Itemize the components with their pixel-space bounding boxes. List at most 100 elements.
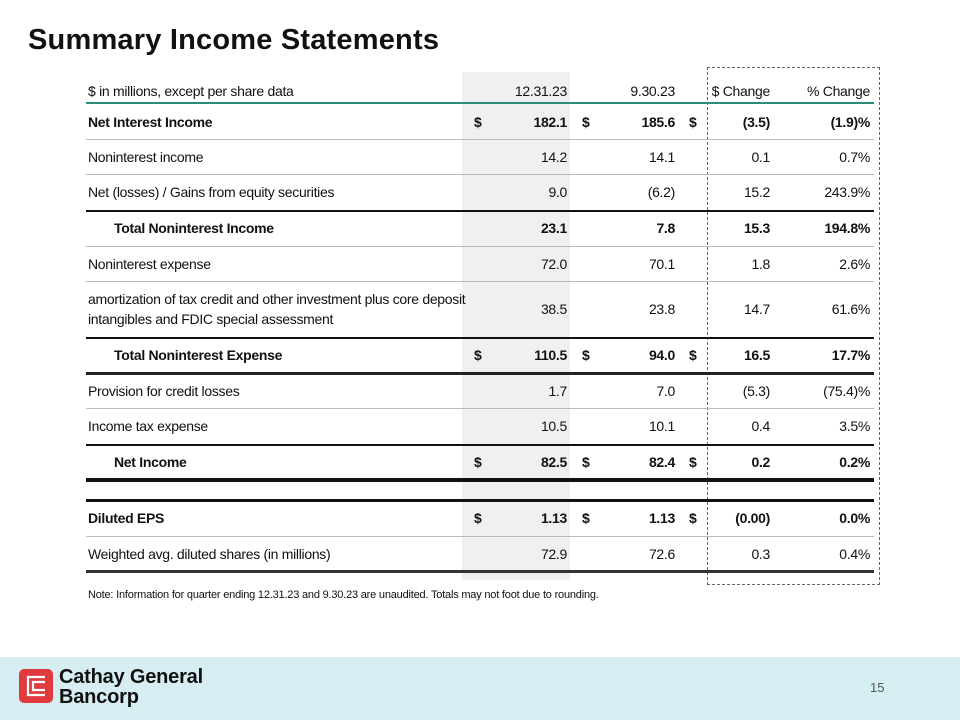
table-row: Noninterest expense 72.0 70.1 1.8 2.6% [86, 246, 874, 281]
value-percent-change: (75.4)% [823, 382, 870, 399]
value-percent-change: 61.6% [831, 301, 871, 317]
value-9-30-23: 94.0 [648, 347, 675, 363]
value-dollar-change: (0.00) [735, 510, 770, 526]
value-dollar-change: 0.4 [751, 418, 770, 434]
brand-name: Cathay General Bancorp [59, 667, 203, 707]
table-row: Weighted avg. diluted shares (in million… [86, 536, 874, 571]
value-12-31-23: 14.2 [540, 148, 567, 165]
value-9-30-23: 7.8 [656, 220, 675, 236]
footnote: Note: Information for quarter ending 12.… [88, 589, 599, 601]
page-title: Summary Income Statements [28, 24, 440, 56]
header-col-12-31-23: 12.31.23 [514, 82, 567, 99]
row-divider [86, 281, 874, 282]
value-9-30-23: 7.0 [656, 382, 675, 399]
value-9-30-23: 70.1 [648, 255, 675, 272]
currency-symbol: $ [689, 113, 697, 130]
row-label: Total Noninterest Expense [114, 347, 283, 363]
footer-bar [0, 657, 960, 720]
row-divider [86, 246, 874, 247]
row-divider [86, 536, 874, 537]
row-label: Noninterest income [88, 148, 204, 165]
row-label: Net Income [114, 453, 187, 470]
row-label: Total Noninterest Income [114, 220, 274, 236]
table-row: Net (losses) / Gains from equity securit… [86, 174, 874, 210]
row-divider [86, 139, 874, 140]
cathay-logo-icon [19, 669, 53, 703]
row-label: Diluted EPS [88, 510, 165, 526]
value-12-31-23: 23.1 [540, 220, 567, 236]
table-row: Diluted EPS 1.13 1.13 (0.00) 0.0% $ $ $ [86, 500, 874, 536]
table-header: $ in millions, except per share data 12.… [86, 78, 874, 103]
table-row: Total Noninterest Expense 110.5 94.0 16.5 17… [86, 337, 874, 373]
value-percent-change: 243.9% [824, 184, 870, 200]
table-row: amortization of tax credit and other inv… [86, 281, 874, 337]
value-9-30-23: 1.13 [648, 510, 675, 526]
value-dollar-change: 0.2 [751, 453, 770, 470]
value-9-30-23: 14.1 [648, 148, 675, 165]
table-row: Provision for credit losses 1.7 7.0 (5.3) (7… [86, 373, 874, 408]
value-9-30-23: (6.2) [647, 184, 676, 200]
value-12-31-23: 10.5 [540, 418, 567, 434]
value-12-31-23: 110.5 [534, 347, 567, 363]
row-divider [86, 337, 874, 339]
value-percent-change: (1.9)% [830, 113, 871, 130]
value-12-31-23: 9.0 [548, 184, 567, 200]
table-row: Net Interest Income 182.1 185.6 (3.5) (1.9)%… [86, 104, 874, 139]
current-quarter-column-shade [462, 72, 570, 580]
row-label: amortization of tax credit and other inv… [88, 291, 466, 327]
row-divider [86, 444, 874, 446]
header-col-dollar-change: $ Change [711, 82, 771, 99]
row-divider [86, 408, 874, 409]
row-label: Weighted avg. diluted shares (in million… [88, 545, 331, 562]
value-percent-change: 2.6% [839, 255, 870, 272]
value-12-31-23: 182.1 [533, 113, 567, 130]
value-9-30-23: 23.8 [648, 301, 675, 317]
brand-line-2: Bancorp [59, 686, 139, 708]
currency-symbol: $ [689, 453, 697, 470]
row-divider [86, 372, 874, 375]
value-dollar-change: 15.3 [743, 220, 770, 236]
row-divider [86, 210, 874, 212]
value-dollar-change: 0.1 [751, 148, 770, 165]
header-col-9-30-23: 9.30.23 [630, 82, 675, 99]
value-9-30-23: 10.1 [648, 418, 675, 434]
row-label: Income tax expense [88, 418, 208, 434]
table-row: Net Income 82.5 82.4 0.2 0.2% $ $ $ [86, 444, 874, 479]
currency-symbol: $ [582, 113, 590, 130]
row-divider [86, 570, 874, 573]
currency-symbol: $ [582, 453, 590, 470]
currency-symbol: $ [474, 453, 482, 470]
value-dollar-change: 1.8 [751, 255, 770, 272]
page-number: 15 [870, 680, 885, 695]
value-dollar-change: 16.5 [743, 347, 770, 363]
value-12-31-23: 38.5 [540, 301, 567, 317]
row-label: Noninterest expense [88, 255, 211, 272]
value-percent-change: 17.7% [831, 347, 871, 363]
currency-symbol: $ [582, 510, 590, 526]
currency-symbol: $ [582, 347, 590, 363]
value-percent-change: 0.0% [839, 510, 870, 526]
value-12-31-23: 72.9 [540, 545, 567, 562]
row-divider [86, 478, 874, 482]
table-row: Total Noninterest Income 23.1 7.8 15.3 194.8… [86, 210, 874, 246]
value-9-30-23: 185.6 [641, 113, 675, 130]
row-divider [86, 174, 874, 175]
brand-line-1: Cathay General [59, 666, 203, 688]
currency-symbol: $ [689, 510, 697, 526]
header-label: $ in millions, except per share data [88, 82, 294, 99]
value-dollar-change: (5.3) [742, 382, 771, 399]
change-columns-highlight-box [707, 67, 880, 585]
value-12-31-23: 82.5 [540, 453, 567, 470]
value-percent-change: 0.2% [839, 453, 870, 470]
table-row: Income tax expense 10.5 10.1 0.4 3.5% [86, 408, 874, 444]
value-dollar-change: 0.3 [751, 545, 770, 562]
header-rule [86, 102, 874, 104]
value-9-30-23: 72.6 [648, 545, 675, 562]
value-percent-change: 3.5% [839, 418, 870, 434]
table-row: Noninterest income 14.2 14.1 0.1 0.7% [86, 139, 874, 174]
eps-section-rule [86, 499, 874, 502]
value-12-31-23: 1.7 [548, 382, 567, 399]
value-dollar-change: 15.2 [743, 184, 770, 200]
value-dollar-change: (3.5) [742, 113, 771, 130]
row-label: Net Interest Income [88, 113, 213, 130]
